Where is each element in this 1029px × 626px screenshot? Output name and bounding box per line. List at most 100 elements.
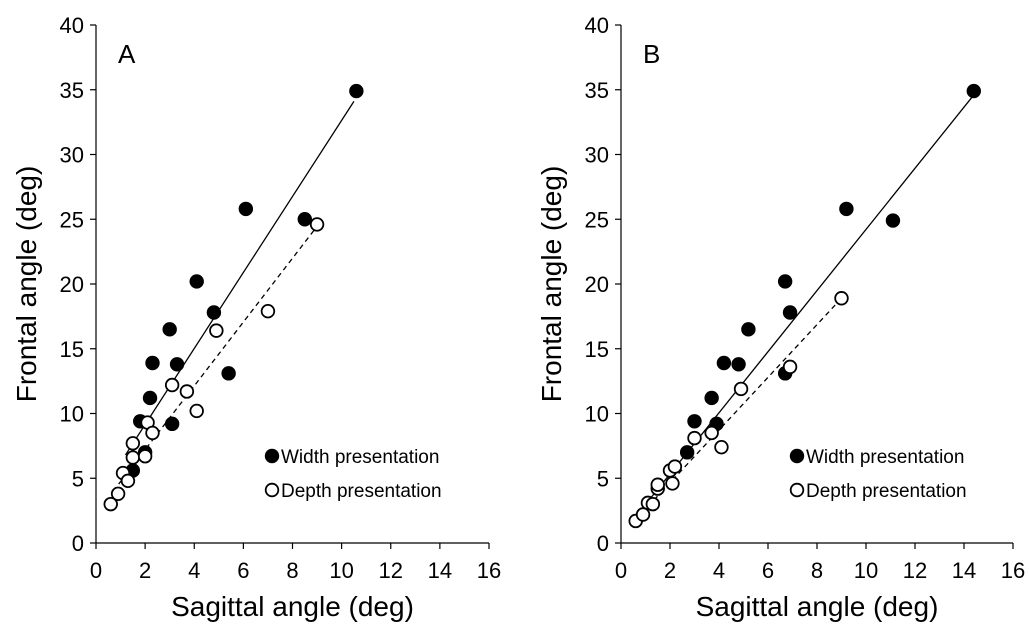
data-point-depth [209,323,224,338]
data-point-width [741,322,756,337]
x-tick-label: 0 [90,558,102,583]
data-point-width [169,357,185,372]
x-tick-label: 10 [854,558,878,583]
data-point-depth [120,473,136,489]
x-tick-label: 0 [615,558,627,583]
data-point-width [145,355,160,371]
data-point-depth [260,303,276,319]
y-tick-label: 30 [60,143,84,168]
y-tick-label: 35 [585,78,609,103]
legend-marker-depth [789,482,805,498]
y-tick-label: 15 [60,337,84,362]
data-point-width [731,357,746,372]
data-point-depth [189,403,204,419]
data-point-width [238,201,254,217]
data-point-depth [645,496,661,512]
data-point-width [189,274,204,289]
legend-marker-depth [264,482,280,498]
data-point-width [349,83,364,99]
legend-label: Depth presentation [806,481,967,502]
data-point-depth [145,425,160,441]
y-axis-title: Frontal angle (deg) [536,166,567,403]
y-tick-label: 15 [585,337,609,362]
legend-marker-width [264,448,280,464]
legend-marker-width [789,448,805,464]
y-tick-label: 25 [60,207,84,232]
x-tick-label: 4 [713,558,725,583]
data-point-depth [687,430,702,446]
x-tick-label: 12 [903,558,927,583]
y-tick-label: 5 [72,466,84,491]
data-point-width [704,390,719,406]
y-tick-label: 40 [585,13,609,38]
x-tick-label: 6 [237,558,249,583]
data-point-width [966,83,982,99]
x-tick-label: 14 [952,558,976,583]
legend-label: Width presentation [806,447,964,468]
data-point-width [777,274,793,289]
x-axis-title: Sagittal angle (deg) [171,591,414,622]
x-tick-label: 8 [811,558,823,583]
data-point-width [164,416,180,432]
data-point-width [839,201,854,217]
x-tick-label: 12 [379,558,403,583]
x-tick-label: 16 [1001,558,1025,583]
chart-panel-a: 0 5 10 15 20 25 30 35 40 0 2 4 6 8 10 12 14 16 Sagittal an… [11,13,501,622]
x-tick-label: 8 [286,558,298,583]
y-tick-label: 10 [60,402,84,427]
data-point-depth [782,359,798,375]
data-point-depth [834,291,849,306]
y-tick-label: 25 [585,207,609,232]
y-axis-title: Frontal angle (deg) [11,166,42,403]
data-point-width [716,355,732,371]
x-tick-label: 2 [139,558,151,583]
data-point-depth [137,449,153,464]
data-point-width [687,414,702,429]
y-tick-label: 0 [72,531,84,556]
data-point-depth [125,436,141,451]
data-point-depth [103,496,118,512]
data-point-depth [125,450,141,465]
data-point-depth [179,384,195,399]
y-tick-label: 0 [597,531,609,556]
y-tick-label: 30 [585,143,609,168]
data-point-width [679,445,695,460]
data-point-depth [635,507,651,522]
legend-label: Depth presentation [281,481,442,502]
x-axis-title: Sagittal angle (deg) [696,591,939,622]
data-point-depth [164,377,180,393]
x-tick-label: 14 [428,558,452,583]
data-point-depth [309,217,325,232]
data-point-depth [110,486,126,501]
chart-panel-b: 0 5 10 15 20 25 30 35 40 0 2 4 6 8 10 12 14 16 Sagittal an… [536,13,1025,622]
fit-line-width [124,101,355,456]
y-tick-label: 5 [597,466,609,491]
y-tick-label: 10 [585,402,609,427]
data-point-width [297,212,312,227]
data-point-depth [665,476,680,491]
x-tick-label: 10 [329,558,353,583]
y-tick-label: 20 [585,272,609,297]
data-point-width [885,213,901,228]
data-point-depth [650,477,665,492]
panel-label: B [643,39,660,69]
y-tick-label: 20 [60,272,84,297]
data-point-width [782,305,798,320]
data-point-width [162,322,177,337]
x-tick-label: 16 [477,558,501,583]
data-point-depth [667,459,683,474]
y-tick-label: 35 [60,78,84,103]
y-tick-label: 40 [60,13,84,38]
x-tick-label: 6 [762,558,774,583]
panel-label: A [118,39,136,69]
data-point-width [206,305,222,320]
data-point-depth [704,425,719,441]
data-point-depth [714,439,729,455]
legend-label: Width presentation [281,447,439,468]
x-tick-label: 2 [664,558,676,583]
data-point-width [142,390,158,406]
data-point-depth [733,381,749,397]
x-tick-label: 4 [188,558,200,583]
data-point-width [221,366,236,381]
